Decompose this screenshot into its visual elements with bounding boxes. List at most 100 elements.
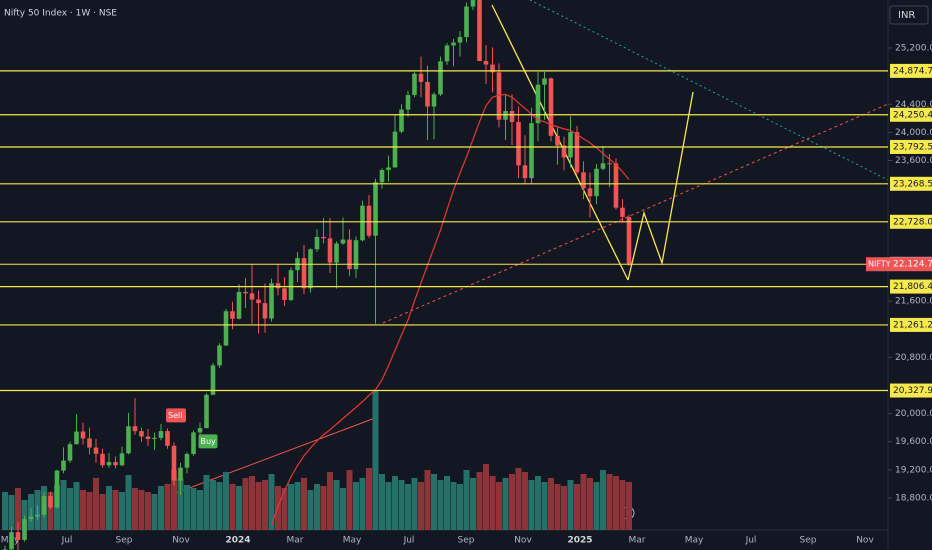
candle-body bbox=[581, 172, 586, 189]
x-tick-label: Nov bbox=[514, 536, 532, 546]
price-label-box bbox=[890, 257, 932, 272]
candle-body bbox=[353, 240, 359, 270]
price-label-box bbox=[890, 214, 932, 229]
y-tick-label: 25,200.00 bbox=[895, 44, 932, 54]
candle-body bbox=[327, 238, 333, 263]
candle-body bbox=[555, 135, 560, 146]
candle-body bbox=[256, 299, 261, 304]
volume-bar bbox=[359, 478, 366, 530]
candle-body bbox=[158, 431, 164, 438]
volume-bar bbox=[340, 488, 346, 530]
volume-bar bbox=[496, 482, 502, 530]
volume-bars bbox=[2, 390, 632, 530]
candle-body bbox=[399, 109, 404, 132]
price-label-box bbox=[890, 176, 932, 191]
currency-box[interactable] bbox=[889, 5, 929, 25]
candle-body bbox=[340, 239, 346, 244]
candle-body bbox=[249, 293, 255, 300]
price-label: 23,792.50 bbox=[893, 142, 932, 152]
price-label-box bbox=[890, 107, 932, 122]
y-tick-label: 18,800.00 bbox=[895, 493, 932, 503]
volume-bar bbox=[210, 480, 216, 530]
x-tick-label: Sep bbox=[800, 536, 817, 546]
volume-bar bbox=[262, 480, 268, 530]
volume-bar bbox=[294, 482, 301, 530]
candle-body bbox=[197, 428, 203, 433]
volume-bar bbox=[80, 490, 86, 530]
candle-body bbox=[587, 188, 593, 197]
volume-bar bbox=[502, 478, 509, 530]
price-label-box bbox=[890, 317, 932, 332]
candle-body bbox=[516, 121, 521, 166]
volume-bar bbox=[470, 478, 476, 530]
price-label: 22,124.70 bbox=[893, 260, 932, 270]
candle-body bbox=[314, 236, 320, 250]
candle-body bbox=[301, 258, 307, 289]
candle-body bbox=[15, 532, 21, 540]
volume-bar bbox=[86, 492, 93, 530]
volume-bar bbox=[184, 485, 190, 530]
volume-bar bbox=[567, 480, 574, 530]
volume-bar bbox=[535, 476, 541, 530]
volume-bar bbox=[216, 482, 223, 530]
volume-bar bbox=[561, 486, 567, 530]
candle-body bbox=[48, 496, 53, 508]
volume-bar bbox=[93, 478, 99, 530]
volume-bar bbox=[528, 480, 535, 530]
signal-box bbox=[198, 434, 218, 449]
volume-bar bbox=[541, 482, 548, 530]
candle-body bbox=[41, 496, 47, 515]
volume-bar bbox=[314, 484, 320, 530]
volume-bar bbox=[476, 472, 483, 530]
volume-bar bbox=[333, 480, 340, 530]
volume-bar bbox=[242, 478, 249, 530]
volume-bar bbox=[405, 484, 411, 530]
volume-bar bbox=[268, 474, 275, 530]
volume-bar bbox=[437, 480, 444, 530]
volume-bar bbox=[457, 484, 463, 530]
volume-bar bbox=[600, 470, 606, 530]
volume-bar bbox=[353, 482, 359, 530]
y-tick-label: 19,600.00 bbox=[895, 437, 932, 447]
price-label: 21,806.40 bbox=[893, 282, 932, 292]
candle-body bbox=[321, 236, 326, 239]
signal-label: Buy bbox=[201, 437, 217, 446]
volume-bar bbox=[158, 486, 164, 530]
candle-body bbox=[366, 205, 372, 236]
candle-body bbox=[470, 0, 476, 7]
volume-bar bbox=[15, 488, 21, 530]
candle-body bbox=[483, 61, 489, 65]
volume-bar bbox=[392, 476, 398, 530]
volume-bar bbox=[606, 474, 613, 530]
candle-body bbox=[230, 311, 235, 319]
volume-bar bbox=[327, 472, 333, 530]
volume-bar bbox=[385, 482, 392, 530]
candle-body bbox=[106, 462, 112, 466]
price-label-box bbox=[890, 63, 932, 78]
currency[interactable]: INR bbox=[898, 10, 915, 21]
candle-body bbox=[496, 72, 502, 120]
price-label: 22,728.05 bbox=[893, 217, 932, 227]
volume-bar bbox=[613, 476, 619, 530]
x-tick-label: Nov bbox=[172, 536, 190, 546]
candle-body bbox=[490, 64, 495, 73]
candle-body bbox=[431, 94, 437, 107]
volume-bar bbox=[197, 490, 203, 530]
candle-body bbox=[451, 42, 456, 46]
price-label: 20,327.90 bbox=[893, 386, 932, 396]
volume-bar bbox=[418, 482, 424, 530]
price-label: 21,261.25 bbox=[893, 320, 932, 330]
candle-body bbox=[600, 163, 606, 169]
projection bbox=[627, 91, 694, 281]
volume-bar bbox=[236, 486, 242, 530]
volume-bar bbox=[554, 484, 561, 530]
trend-line bbox=[529, 0, 889, 181]
candle-body bbox=[191, 432, 196, 455]
candle-body bbox=[438, 61, 443, 95]
candle-body bbox=[145, 436, 151, 440]
x-tick-label: Nov bbox=[856, 536, 874, 546]
candle-body bbox=[139, 431, 144, 437]
volume-bar bbox=[21, 500, 28, 530]
x-tick-label: May bbox=[343, 536, 362, 546]
